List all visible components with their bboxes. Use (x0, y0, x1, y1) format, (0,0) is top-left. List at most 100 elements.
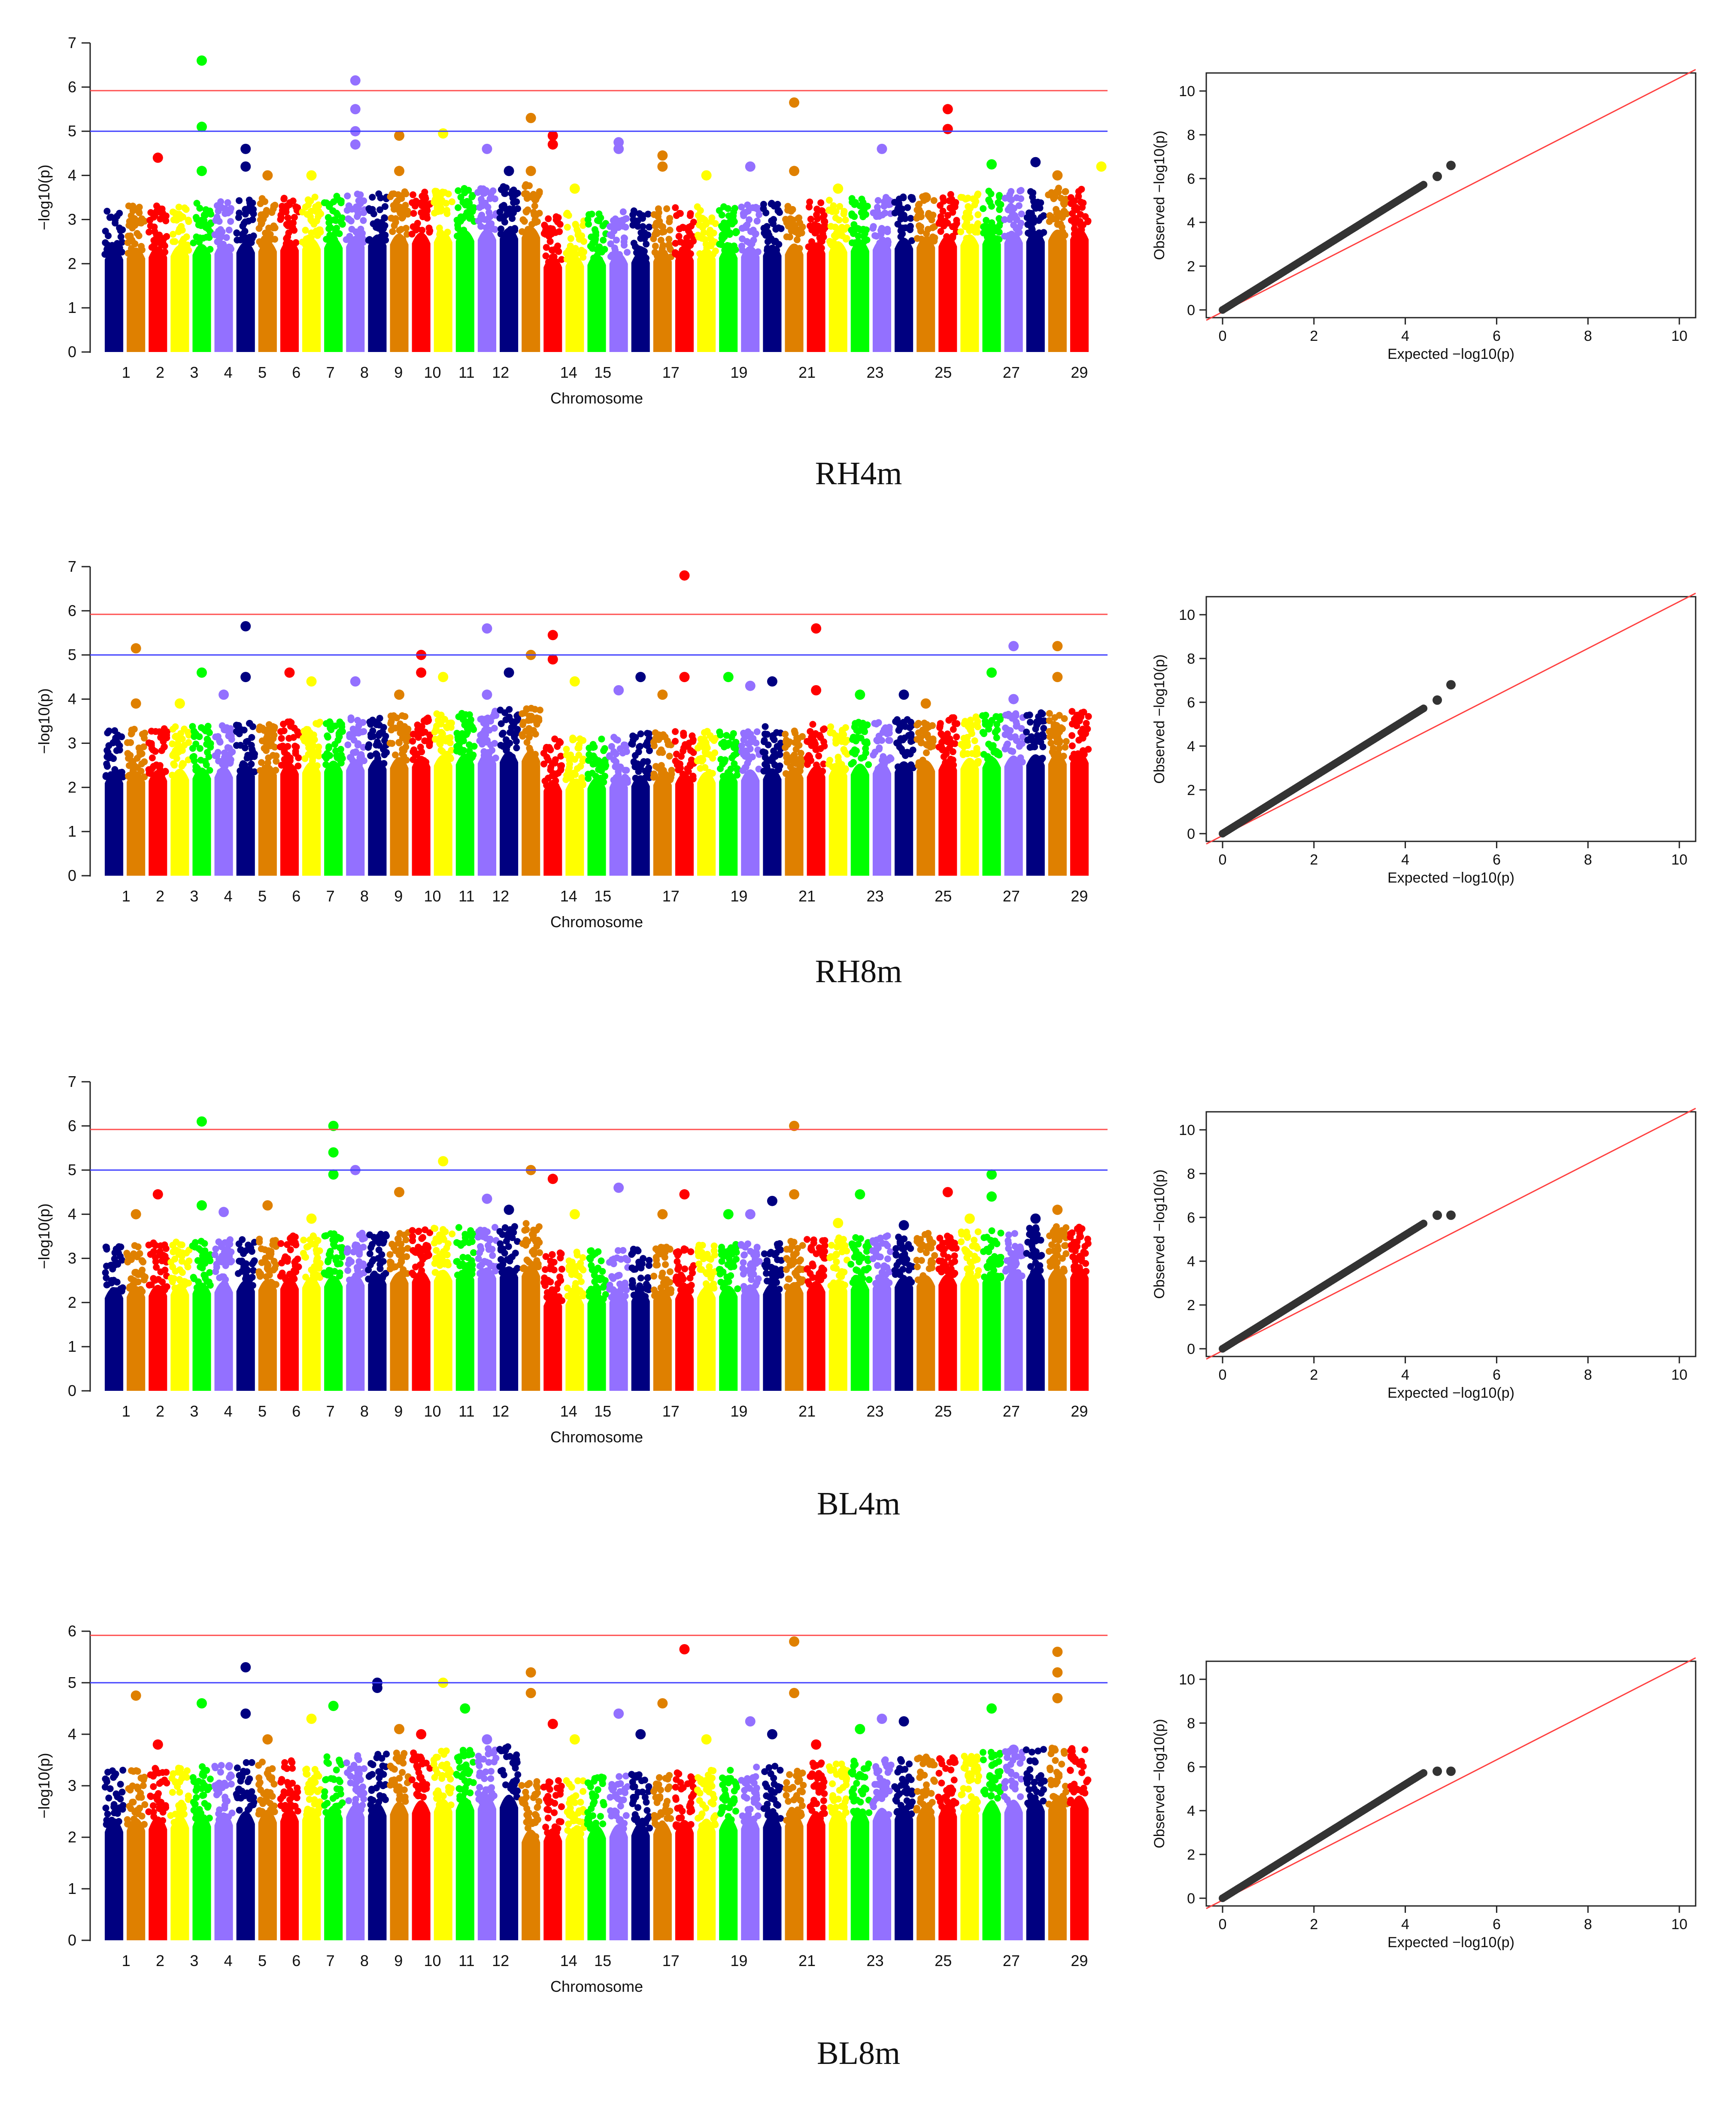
snp-point (398, 725, 404, 731)
chromosome-label: 15 (594, 364, 611, 381)
snp-point (355, 210, 361, 217)
snp-point (453, 743, 460, 750)
snp-point (169, 772, 176, 779)
snp-point (783, 770, 789, 777)
snp-point (263, 207, 270, 214)
snp-point (1046, 710, 1053, 717)
snp-point (136, 1250, 143, 1257)
peak-snp-point (526, 113, 536, 123)
snp-point (733, 1256, 740, 1262)
chromosome-label: 10 (424, 887, 441, 905)
snp-point (810, 1262, 816, 1269)
snp-point (244, 752, 251, 759)
snp-point (592, 1250, 599, 1257)
chromosome-label: 11 (458, 364, 474, 381)
snp-point (418, 1261, 425, 1268)
snp-point (926, 1235, 933, 1242)
snp-point (171, 1284, 178, 1291)
snp-point (206, 753, 212, 760)
snp-point (756, 211, 762, 218)
snp-point (797, 1256, 804, 1263)
snp-point (592, 236, 599, 243)
snp-point (821, 218, 828, 225)
snp-point (996, 222, 1003, 229)
snp-point (129, 251, 136, 258)
chromosome-band (719, 771, 737, 876)
snp-point (195, 1245, 202, 1252)
snp-point (600, 779, 607, 786)
snp-point (643, 241, 649, 248)
snp-point (1080, 709, 1087, 716)
snp-point (148, 728, 155, 734)
snp-point (770, 734, 777, 741)
snp-point (332, 1257, 339, 1264)
chromosome-band (368, 235, 386, 352)
snp-point (936, 724, 943, 731)
snp-point (501, 214, 507, 221)
snp-point (519, 228, 525, 235)
chromosome-label: 7 (326, 364, 335, 381)
peak-snp-point (394, 130, 404, 141)
snp-point (953, 734, 960, 740)
snp-point (128, 203, 135, 210)
snp-point (724, 772, 731, 779)
snp-point (530, 1227, 537, 1234)
snp-point (360, 217, 367, 224)
snp-point (531, 203, 538, 209)
snp-point (236, 197, 243, 204)
snp-point (248, 761, 255, 768)
chromosome-band (434, 755, 452, 876)
chromosome-label: 4 (224, 364, 233, 381)
snp-point (387, 1261, 394, 1268)
snp-point (788, 208, 795, 215)
snp-point (104, 729, 111, 736)
qq-points (1219, 161, 1456, 314)
snp-point (815, 753, 822, 759)
snp-point (531, 753, 538, 759)
snp-point (660, 1290, 667, 1297)
snp-point (895, 763, 901, 770)
snp-point (632, 775, 639, 782)
peak-snp-point (197, 166, 207, 176)
snp-point (929, 224, 936, 231)
snp-point (222, 1281, 229, 1288)
y-axis-label: Observed −log10(p) (1151, 654, 1168, 783)
snp-point (476, 1263, 483, 1270)
snp-point (1038, 214, 1044, 221)
chromosome-band (390, 757, 408, 876)
snp-point (257, 216, 264, 223)
snp-point (551, 1259, 558, 1265)
snp-point (323, 755, 330, 762)
snp-point (366, 719, 373, 725)
snp-point (207, 744, 214, 751)
y-tick-label: 4 (68, 690, 76, 708)
snp-point (149, 755, 156, 762)
snp-point (212, 734, 219, 740)
snp-point (610, 1286, 616, 1293)
chromosome-band (587, 777, 606, 876)
snp-point (475, 1255, 482, 1262)
chromosome-band (149, 246, 167, 352)
snp-point (228, 246, 234, 252)
snp-point (980, 205, 986, 212)
snp-point (645, 211, 652, 218)
chromosome-band (543, 256, 562, 352)
snp-point (902, 241, 909, 248)
snp-point (741, 1252, 747, 1259)
peak-snp-point (482, 144, 492, 154)
snp-point (365, 1266, 372, 1273)
snp-point (607, 223, 613, 230)
snp-point (455, 204, 461, 211)
snp-point (750, 237, 757, 243)
snp-point (308, 230, 315, 237)
peak-snp-point (657, 150, 668, 161)
chromosome-band (500, 751, 518, 876)
snp-point (711, 750, 718, 756)
snp-point (695, 234, 702, 241)
snp-point (507, 226, 514, 233)
snp-point (651, 742, 658, 749)
snp-point (107, 774, 114, 781)
snp-point (843, 236, 850, 243)
snp-point (256, 225, 263, 232)
